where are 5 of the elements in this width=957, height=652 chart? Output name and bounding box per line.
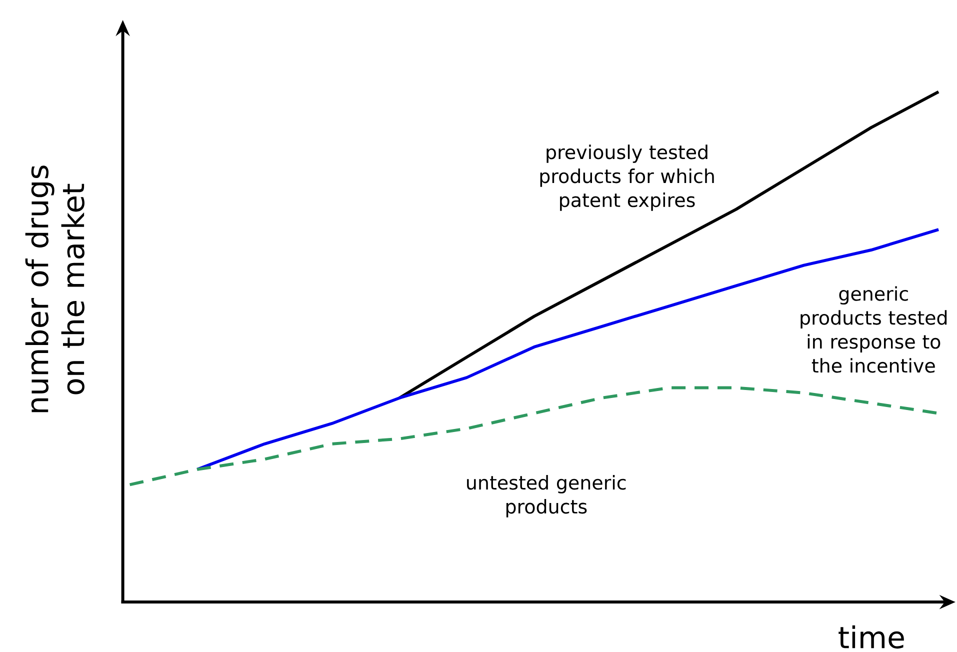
x-axis-title: time — [838, 625, 904, 649]
text: untested generic products — [467, 475, 626, 518]
y-axis-title: number of drugs on the market — [25, 166, 84, 412]
series-label: generic products tested in response to the incentive — [800, 286, 947, 373]
series-label: previously tested products for which patent expires — [540, 144, 714, 211]
